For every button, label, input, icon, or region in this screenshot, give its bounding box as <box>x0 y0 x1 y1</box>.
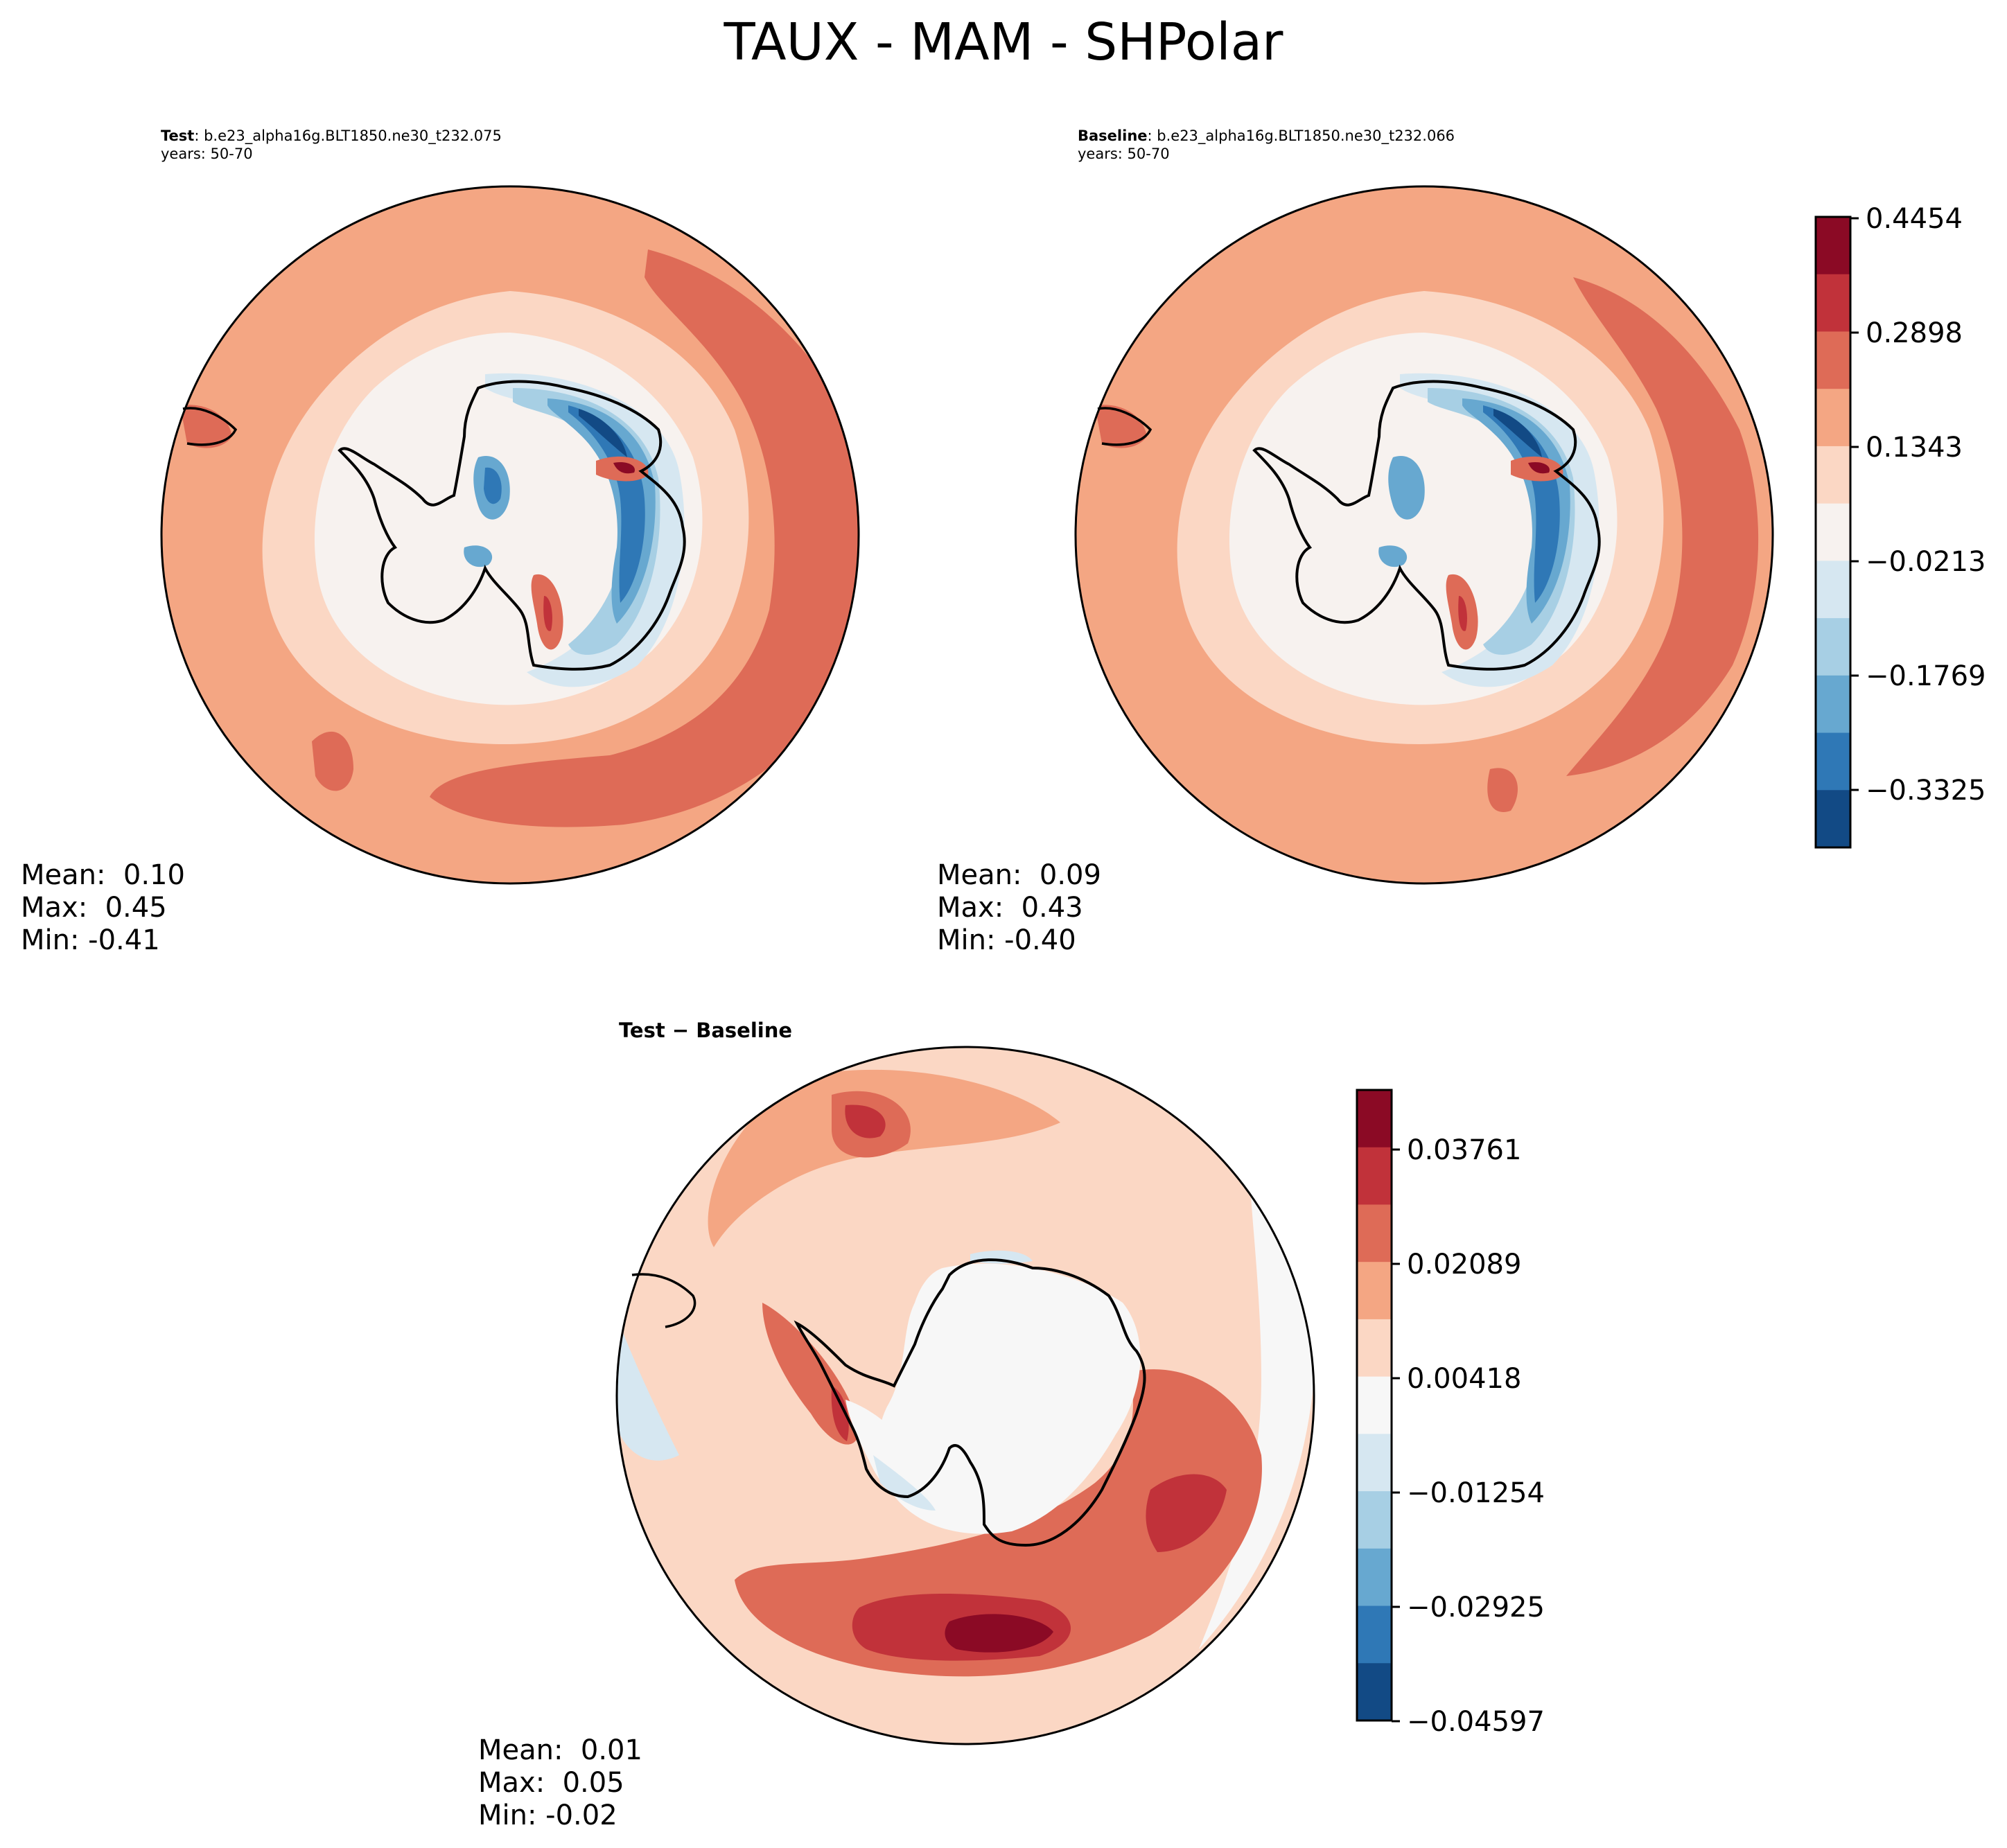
main-colorbar-tick-label: 0.2898 <box>1866 317 1963 349</box>
test-stats: Mean: 0.10 Max: 0.45 Min: -0.41 <box>21 859 185 957</box>
difference-colorbar-segment <box>1357 1376 1392 1434</box>
difference-colorbar-tick-label: 0.02089 <box>1407 1249 1521 1281</box>
main-colorbar-tick-label: 0.1343 <box>1866 432 1963 464</box>
test-map-boundary <box>160 185 860 885</box>
main-colorbar-segment <box>1816 732 1850 791</box>
difference-colorbar-segment <box>1357 1204 1392 1262</box>
test-map <box>160 185 860 885</box>
main-colorbar-tick-label: −0.1769 <box>1866 660 1986 692</box>
main-colorbar-segment <box>1816 503 1850 561</box>
main-colorbar-segment <box>1816 389 1850 447</box>
baseline-years: years: 50-70 <box>1078 146 1170 162</box>
difference-colorbar-tick-label: 0.00418 <box>1407 1363 1521 1395</box>
main-colorbar-segment <box>1816 217 1850 275</box>
difference-colorbar-segment <box>1357 1262 1392 1320</box>
test-south-america-coastline <box>182 407 238 446</box>
baseline-south-america-coastline <box>1097 407 1153 446</box>
test-antarctica-coastline <box>338 380 686 671</box>
difference-label: Test − Baseline <box>619 1019 793 1042</box>
baseline-mean: Mean: 0.09 <box>937 859 1101 891</box>
difference-colorbar-tick-label: 0.03761 <box>1407 1134 1521 1166</box>
baseline-min: Min: -0.40 <box>937 924 1076 956</box>
difference-stats: Mean: 0.01 Max: 0.05 Min: -0.02 <box>478 1734 642 1832</box>
main-colorbar-tick-label: −0.0213 <box>1866 546 1986 578</box>
main-colorbar-segment <box>1816 274 1850 332</box>
difference-south-america-coastline <box>631 1273 696 1328</box>
main-colorbar-tick-label: −0.3325 <box>1866 775 1986 807</box>
difference-mean: Mean: 0.01 <box>478 1734 642 1766</box>
figure-title: TAUX - MAM - SHPolar <box>724 12 1283 72</box>
difference-map <box>615 1046 1315 1745</box>
difference-map-boundary <box>615 1046 1315 1745</box>
main-colorbar-segment <box>1816 561 1850 619</box>
baseline-map-boundary <box>1074 185 1774 885</box>
main-colorbar-segment <box>1816 675 1850 734</box>
difference-max: Max: 0.05 <box>478 1767 624 1799</box>
difference-colorbar-tick-label: −0.02925 <box>1407 1592 1545 1623</box>
test-case: : b.e23_alpha16g.BLT1850.ne30_t232.075 <box>194 127 502 144</box>
test-years: years: 50-70 <box>161 146 253 162</box>
difference-colorbar-segment <box>1357 1491 1392 1549</box>
difference-colorbar-segment <box>1357 1319 1392 1378</box>
difference-colorbar-segment <box>1357 1434 1392 1492</box>
difference-neutral-interior <box>877 1263 1141 1534</box>
difference-colorbar-segment <box>1357 1090 1392 1148</box>
test-label: Test <box>161 127 195 144</box>
difference-colorbar-segment <box>1357 1663 1392 1721</box>
difference-colorbar-segment <box>1357 1147 1392 1205</box>
difference-colorbar-tick-label: −0.04597 <box>1407 1706 1545 1738</box>
test-min: Min: -0.41 <box>21 924 160 956</box>
test-header: Test: b.e23_alpha16g.BLT1850.ne30_t232.0… <box>161 127 502 163</box>
test-max: Max: 0.45 <box>21 892 167 924</box>
main-colorbar-segment <box>1816 446 1850 504</box>
difference-colorbar: 0.03761 0.02089 0.00418 −0.01254 −0.02925 −0.… <box>1356 1089 1545 1738</box>
difference-colorbar-frame <box>1356 1089 1393 1722</box>
main-colorbar-frame <box>1814 215 1852 849</box>
baseline-map <box>1074 185 1774 885</box>
difference-colorbar-tick-label: −0.01254 <box>1407 1477 1545 1509</box>
baseline-antarctica-coastline <box>1252 380 1601 671</box>
baseline-max: Max: 0.43 <box>937 892 1083 924</box>
difference-colorbar-segment <box>1357 1548 1392 1607</box>
baseline-westerly-belt <box>1566 277 1759 776</box>
main-colorbar-segment <box>1816 331 1850 389</box>
main-colorbar-segment <box>1816 790 1850 848</box>
difference-colorbar-segment <box>1357 1605 1392 1664</box>
difference-antarctica-coastline <box>794 1258 1146 1547</box>
baseline-case: : b.e23_alpha16g.BLT1850.ne30_t232.066 <box>1147 127 1455 144</box>
main-colorbar-tick-label: 0.4454 <box>1866 203 1963 235</box>
test-westerly-belt <box>430 249 859 827</box>
baseline-header: Baseline: b.e23_alpha16g.BLT1850.ne30_t2… <box>1078 127 1455 163</box>
main-colorbar: 0.4454 0.2898 0.1343 −0.0213 −0.1769 −0.3325 <box>1814 203 1986 849</box>
baseline-stats: Mean: 0.09 Max: 0.43 Min: -0.40 <box>937 859 1101 957</box>
difference-min: Min: -0.02 <box>478 1799 617 1831</box>
test-mean: Mean: 0.10 <box>21 859 185 891</box>
main-colorbar-segment <box>1816 618 1850 676</box>
baseline-label: Baseline <box>1078 127 1148 144</box>
